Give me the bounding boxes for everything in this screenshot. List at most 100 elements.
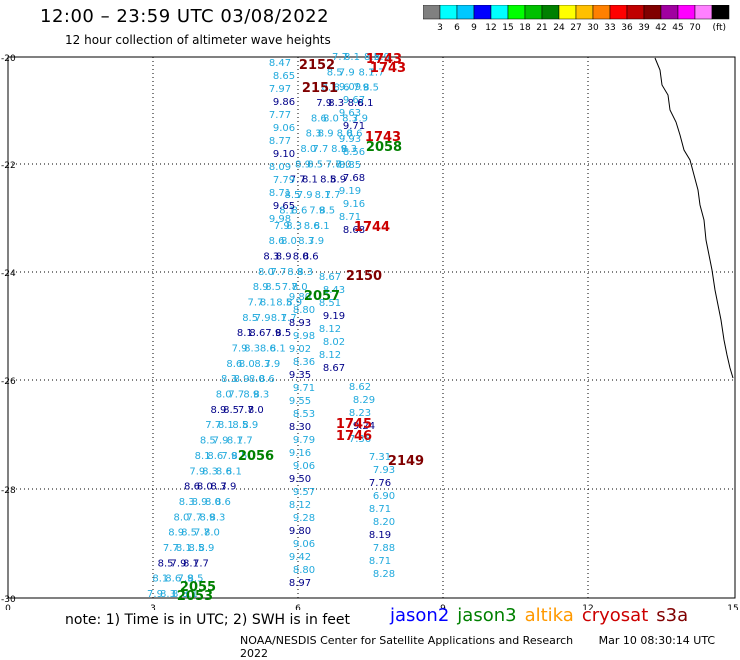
colorbar-label: 33 (604, 23, 615, 33)
track-value-label: 7.9 (264, 359, 280, 370)
swh-value-label: 8.20 (373, 517, 395, 528)
swh-value-label: 8.62 (349, 382, 371, 393)
track-value-label: 8.1 (271, 313, 287, 324)
page-subtitle: 12 hour collection of altimeter wave hei… (65, 33, 331, 47)
swh-value-label: 8.09 (269, 162, 291, 173)
track-value-label: 8.9 (253, 282, 269, 293)
track-value-label: 8.5 (232, 420, 248, 431)
track-value-label: 8.0 (239, 359, 255, 370)
track-value-label: 8.5 (158, 558, 174, 569)
swh-value-label: 9.80 (289, 526, 311, 537)
swh-value-label: 9.16 (343, 199, 365, 210)
track-value-label: 8.5 (223, 405, 239, 416)
swh-value-label: 9.06 (293, 539, 315, 550)
swh-value-label: 8.67 (323, 363, 345, 374)
track-value-label: 8.5 (265, 282, 281, 293)
track-value-label: 8.6 (165, 574, 181, 585)
track-value-label: 8.1 (302, 175, 318, 186)
y-tick-label: -30 (1, 595, 16, 605)
colorbar-label: 70 (689, 23, 701, 33)
track-value-label: 8.6 (226, 359, 242, 370)
colorbar-label: 27 (570, 23, 581, 33)
track-value-label: 8.3 (160, 589, 176, 600)
track-value-label: 7.7 (325, 190, 341, 201)
y-tick-label: -22 (1, 161, 16, 171)
track-value-label: 7.7 (194, 528, 210, 539)
track-value-label: 8.5 (242, 313, 258, 324)
swh-value-label: 8.12 (319, 324, 341, 335)
swh-value-label: 8.51 (319, 298, 341, 309)
swh-value-label: 9.80 (289, 292, 311, 303)
track-value-label: 7.7 (237, 436, 253, 447)
colorbar-label: 45 (672, 23, 683, 33)
pass-number-label: 2055 (180, 580, 216, 595)
track-value-label: 7.9 (147, 589, 163, 600)
track-value-label: 7.9 (352, 113, 368, 124)
track-value-label: 8.5 (327, 67, 343, 78)
track-value-label: 8.6 (249, 328, 265, 339)
swh-value-label: 8.56 (343, 147, 365, 158)
track-value-label: 7.9 (220, 482, 236, 493)
x-tick-label: 15 (727, 604, 738, 610)
track-value-label: 7.7 (281, 313, 297, 324)
track-value-label: 8.6 (269, 236, 285, 247)
track-value-label: 8.0 (336, 159, 352, 170)
x-tick-label: 3 (150, 604, 156, 610)
swh-value-label: 9.63 (339, 108, 361, 119)
track-value-label: 8.3 (298, 236, 314, 247)
track-value-label: 8.0 (281, 236, 297, 247)
x-tick-label: 9 (440, 604, 446, 610)
track-value-label: 8.9 (199, 543, 215, 554)
track-value-label: 8.1 (358, 98, 374, 109)
credit-text: NOAA/NESDIS Center for Satellite Applica… (240, 634, 574, 647)
track-value-label: 8.9 (210, 405, 226, 416)
track-value-label: 7.7 (193, 558, 209, 569)
track-value-label: 7.9 (189, 466, 205, 477)
colorbar-label: 18 (519, 23, 531, 33)
track-value-label: 8.9 (330, 175, 346, 186)
pass-number-label: 1743 (370, 61, 406, 76)
swh-value-label: 8.23 (349, 408, 371, 419)
swh-value-label: 9.16 (289, 448, 311, 459)
swh-value-label: 9.35 (289, 370, 311, 381)
colorbar-label: 24 (553, 23, 565, 33)
swh-value-label: 8.12 (319, 350, 341, 361)
track-value-label: 8.0 (292, 282, 308, 293)
track-value-label: 8.9 (199, 512, 215, 523)
swh-value-label: 9.93 (339, 134, 361, 145)
swh-value-label: 8.67 (319, 272, 341, 283)
swh-value-label: 9.02 (289, 344, 311, 355)
track-value-label: 8.1 (279, 205, 295, 216)
track-value-label: 8.6 (172, 589, 188, 600)
track-value-label: 7.9 (171, 558, 187, 569)
track-value-label: 8.9 (276, 251, 292, 262)
track-value-label: 8.5 (189, 543, 205, 554)
swh-value-label: 8.77 (269, 136, 291, 147)
swh-value-label: 9.19 (339, 186, 361, 197)
track-value-label: 7.7 (228, 390, 244, 401)
track-value-label: 8.3 (254, 359, 270, 370)
pass-number-label: 1744 (354, 220, 390, 235)
swh-value-label: 9.65 (273, 201, 295, 212)
track-value-label: 8.9 (192, 497, 208, 508)
swh-value-label: 9.06 (293, 461, 315, 472)
swh-value-label: 8.93 (289, 318, 311, 329)
pass-number-label: 2053 (177, 589, 213, 604)
track-value-label: 8.1 (152, 574, 168, 585)
track-value-label: 8.3 (263, 251, 279, 262)
track-value-label: 7.9 (353, 83, 369, 94)
swh-value-label: 9.28 (293, 513, 315, 524)
track-value-label: 8.0 (293, 251, 309, 262)
track-value-label: 8.1 (260, 297, 276, 308)
swh-value-label: 7.79 (273, 175, 295, 186)
track-value-label: 8.0 (248, 405, 264, 416)
track-value-label: 8.6 (215, 497, 231, 508)
track-value-label: 7.9 (297, 190, 313, 201)
track-value-label: 8.1 (183, 558, 199, 569)
swh-value-label: 8.80 (293, 565, 315, 576)
pass-number-label: 2057 (304, 289, 340, 304)
track-value-label: 8.9 (286, 297, 302, 308)
track-value-label: 7.9 (265, 328, 281, 339)
track-value-label: 8.5 (363, 83, 379, 94)
credit-line: NOAA/NESDIS Center for Satellite Applica… (240, 634, 740, 660)
